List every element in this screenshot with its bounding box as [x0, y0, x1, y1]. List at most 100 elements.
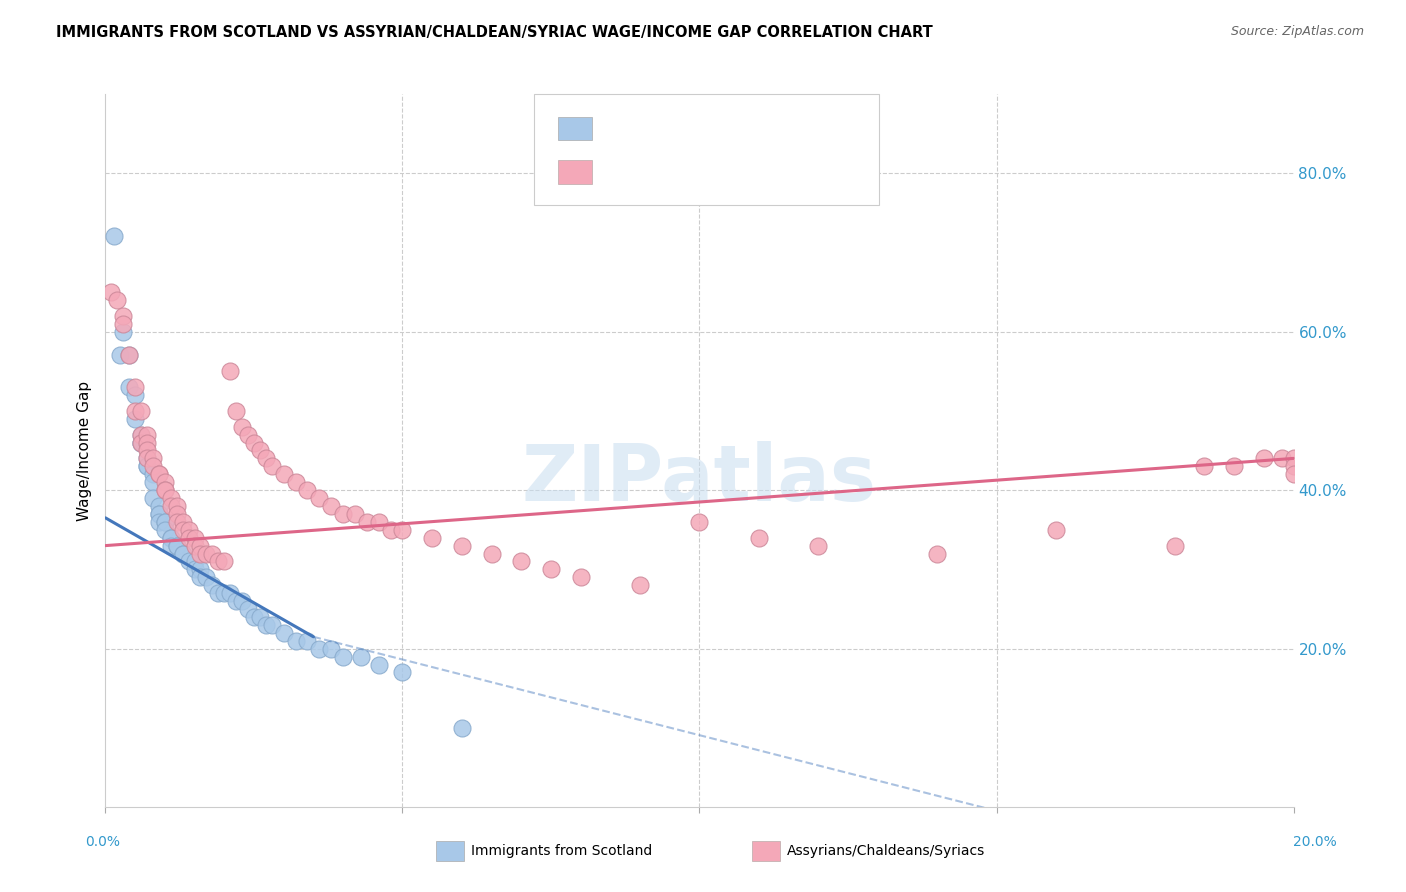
Point: [195, 547, 218, 561]
Point: [807, 539, 830, 553]
Point: [172, 523, 194, 537]
Point: [118, 380, 141, 394]
Point: [172, 547, 194, 561]
Point: [159, 491, 181, 505]
Point: [100, 285, 122, 299]
Point: [129, 435, 152, 450]
Point: [129, 435, 152, 450]
Point: [1223, 459, 1246, 474]
Point: [207, 554, 229, 568]
Point: [273, 625, 295, 640]
Text: Assyrians/Chaldeans/Syriacs: Assyrians/Chaldeans/Syriacs: [787, 844, 986, 858]
Point: [297, 483, 319, 497]
Point: [159, 499, 181, 513]
Point: [260, 618, 283, 632]
Y-axis label: Wage/Income Gap: Wage/Income Gap: [76, 380, 91, 521]
Point: [183, 562, 205, 576]
Point: [689, 515, 711, 529]
Point: [1194, 459, 1216, 474]
Text: 20.0%: 20.0%: [1292, 835, 1337, 848]
Point: [231, 419, 253, 434]
Text: N =: N =: [733, 121, 766, 136]
Point: [136, 459, 159, 474]
Point: [105, 293, 128, 307]
Point: [166, 515, 188, 529]
Point: [391, 523, 413, 537]
Point: [166, 539, 188, 553]
Point: [142, 459, 165, 474]
Point: [332, 649, 354, 664]
Point: [136, 459, 159, 474]
Text: R =: R =: [606, 164, 640, 179]
Text: 0.166: 0.166: [651, 164, 699, 179]
Point: [321, 641, 343, 656]
Point: [190, 547, 212, 561]
Point: [124, 380, 146, 394]
Point: [284, 475, 307, 490]
Point: [136, 435, 159, 450]
Point: [1282, 451, 1305, 466]
Point: [243, 435, 266, 450]
Point: [201, 547, 224, 561]
Point: [569, 570, 592, 584]
Point: [142, 491, 165, 505]
Point: [177, 554, 200, 568]
Text: ZIPatlas: ZIPatlas: [522, 441, 877, 517]
Point: [308, 641, 330, 656]
Point: [183, 554, 205, 568]
Point: [172, 547, 194, 561]
Point: [450, 539, 472, 553]
Point: [628, 578, 651, 592]
Point: [190, 562, 212, 576]
Point: [219, 364, 242, 378]
Point: [172, 515, 194, 529]
Point: [236, 427, 259, 442]
Text: 0.0%: 0.0%: [86, 835, 120, 848]
Point: [124, 404, 146, 418]
Point: [166, 539, 188, 553]
Point: [124, 388, 146, 402]
Point: [129, 427, 152, 442]
Point: [136, 443, 159, 458]
Point: [195, 570, 218, 584]
Point: [201, 578, 224, 592]
Point: [148, 507, 170, 521]
Point: [510, 554, 533, 568]
Point: [1271, 451, 1294, 466]
Point: [420, 531, 443, 545]
Point: [148, 467, 170, 482]
Point: [748, 531, 770, 545]
Point: [308, 491, 330, 505]
Point: [367, 515, 389, 529]
Text: 57: 57: [778, 121, 799, 136]
Text: 77: 77: [778, 164, 799, 179]
Point: [1282, 467, 1305, 482]
Point: [177, 523, 200, 537]
Point: [112, 317, 135, 331]
Point: [148, 515, 170, 529]
Text: N =: N =: [733, 164, 766, 179]
Point: [153, 483, 176, 497]
Point: [284, 633, 307, 648]
Text: Source: ZipAtlas.com: Source: ZipAtlas.com: [1230, 25, 1364, 38]
Point: [380, 523, 402, 537]
Point: [254, 618, 277, 632]
Point: [124, 411, 146, 425]
Point: [183, 531, 205, 545]
Point: [142, 467, 165, 482]
Point: [148, 499, 170, 513]
Point: [159, 531, 181, 545]
Point: [225, 404, 247, 418]
Point: [219, 586, 242, 600]
Point: [481, 547, 503, 561]
Point: [136, 427, 159, 442]
Point: [332, 507, 354, 521]
Point: [129, 427, 152, 442]
Point: [142, 451, 165, 466]
Point: [112, 325, 135, 339]
Point: [249, 443, 271, 458]
Point: [190, 570, 212, 584]
Point: [243, 610, 266, 624]
Point: [540, 562, 562, 576]
Point: [166, 507, 188, 521]
